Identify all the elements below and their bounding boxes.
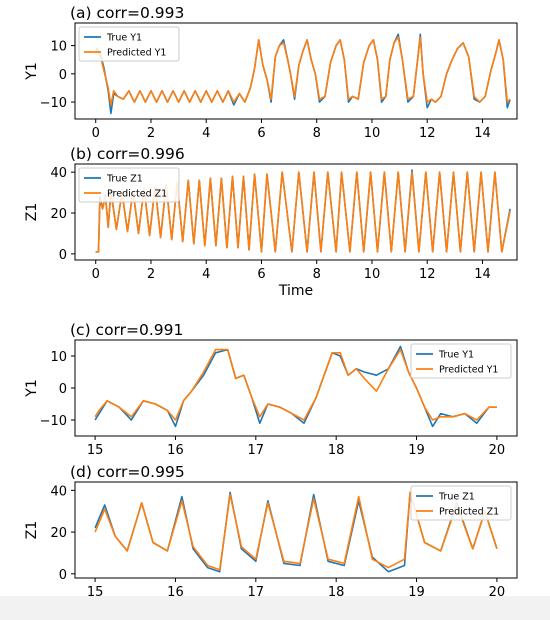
y-tick-label: 20 <box>50 207 67 222</box>
y-axis-label: Y1 <box>24 62 40 80</box>
y-tick-label: 20 <box>50 526 67 541</box>
legend-entry: Predicted Y1 <box>107 48 166 59</box>
y-axis-label: Z1 <box>24 203 40 222</box>
legend-box <box>410 485 512 521</box>
legend-entry: True Z1 <box>438 492 475 503</box>
x-tick-label: 6 <box>257 126 265 141</box>
panel-1: 0 2 4 6 8 10 12 14 0 20 40(b) corr=0.996 Z1 Time True… <box>24 145 518 299</box>
x-tick-label: 4 <box>202 267 210 282</box>
legend-entry: True Y1 <box>106 33 142 44</box>
panel-0: 0 2 4 6 8 10 12 14 −10 0 10 (a) corr=0.993 Y1 True Y1… <box>24 4 518 141</box>
y-tick-label: 10 <box>50 40 67 55</box>
x-tick-label: 10 <box>364 126 381 141</box>
y-tick-label: 10 <box>50 350 67 365</box>
x-tick-label: 8 <box>313 126 321 141</box>
legend-entry: Predicted Y1 <box>439 365 498 376</box>
y-tick-label: −10 <box>40 96 67 111</box>
legend-entry: True Z1 <box>106 174 143 185</box>
x-tick-label: 12 <box>419 267 436 282</box>
chart-title: (a) corr=0.993 <box>70 4 184 22</box>
bottom-strip <box>0 596 550 620</box>
x-tick-label: 16 <box>167 443 184 458</box>
series-line-predicted <box>94 491 498 571</box>
x-tick-label: 12 <box>419 126 436 141</box>
x-tick-label: 0 <box>92 267 100 282</box>
y-tick-label: 0 <box>59 248 67 263</box>
y-tick-label: −10 <box>40 414 67 429</box>
series-line-predicted <box>95 171 511 253</box>
legend-entry: Predicted Z1 <box>439 507 499 518</box>
x-tick-label: 10 <box>364 267 381 282</box>
x-tick-label: 17 <box>248 443 265 458</box>
x-tick-label: 14 <box>474 267 491 282</box>
x-tick-label: 0 <box>92 126 100 141</box>
legend: True Y1 Predicted Y1 <box>78 26 180 62</box>
chart-title: (b) corr=0.996 <box>70 145 185 163</box>
legend-box <box>78 26 180 62</box>
x-tick-label: 6 <box>257 267 265 282</box>
x-tick-label: 8 <box>313 267 321 282</box>
axes-frame <box>74 22 518 120</box>
legend-box <box>78 167 180 203</box>
y-tick-label: 0 <box>59 568 67 583</box>
series-line-predicted <box>94 36 511 106</box>
y-tick-label: 40 <box>50 484 67 499</box>
y-axis-label: Y1 <box>24 379 40 397</box>
x-tick-label: 19 <box>408 443 425 458</box>
panel-2: 15 16 17 18 19 20 −10 0 10(c) corr=0.991 Y1 True Y… <box>24 321 518 458</box>
legend: True Y1 Predicted Y1 <box>410 343 512 379</box>
x-tick-label: 15 <box>87 443 104 458</box>
x-tick-label: 20 <box>489 443 506 458</box>
axes-frame <box>74 163 518 261</box>
x-tick-label: 2 <box>147 267 155 282</box>
x-tick-label: 18 <box>328 443 345 458</box>
legend: True Z1 Predicted Z1 <box>410 485 512 521</box>
y-axis-label: Z1 <box>24 521 40 540</box>
chart-title: (c) corr=0.991 <box>70 321 183 339</box>
y-tick-label: 0 <box>59 382 67 397</box>
x-tick-label: 2 <box>147 126 155 141</box>
legend-entry: Predicted Z1 <box>107 189 167 200</box>
series-line-predicted <box>94 348 497 421</box>
x-axis-label: Time <box>278 283 313 299</box>
axes-frame <box>74 481 518 579</box>
x-tick-label: 4 <box>202 126 210 141</box>
legend: True Z1 Predicted Z1 <box>78 167 180 203</box>
y-tick-label: 0 <box>59 68 67 83</box>
x-tick-label: 14 <box>474 126 491 141</box>
legend-box <box>410 343 512 379</box>
y-tick-label: 40 <box>50 166 67 181</box>
chart-title: (d) corr=0.995 <box>70 463 185 481</box>
legend-entry: True Y1 <box>438 350 474 361</box>
